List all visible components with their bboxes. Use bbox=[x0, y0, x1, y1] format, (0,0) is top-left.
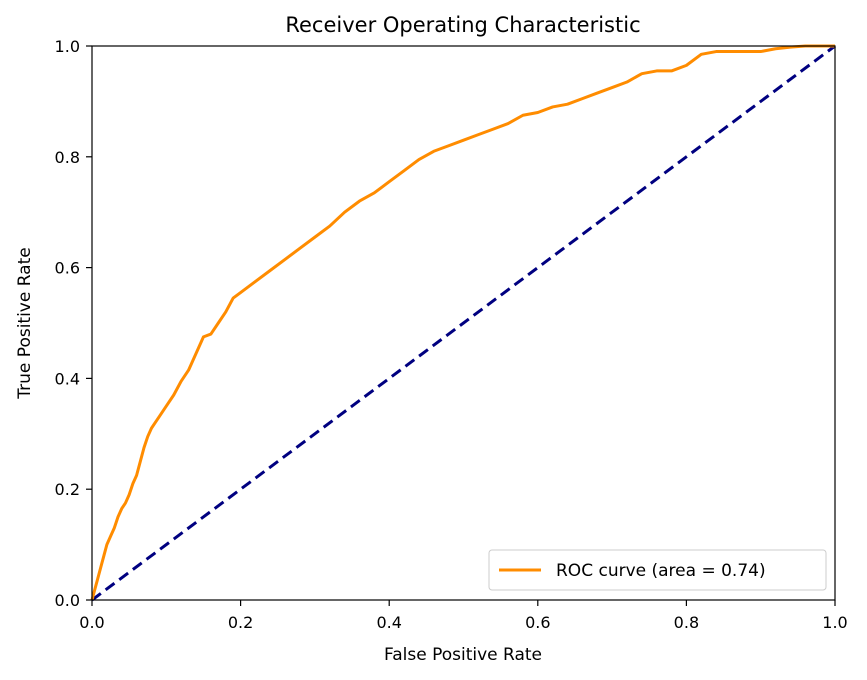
x-tick-label: 1.0 bbox=[822, 613, 847, 632]
legend-label: ROC curve (area = 0.74) bbox=[556, 561, 766, 581]
ticks-layer: 0.0 0.2 0.4 0.6 0.8 1.0 0.0 0.2 0.4 0.6 0.8 1.0 bbox=[55, 37, 848, 632]
x-tick-label: 0.6 bbox=[525, 613, 550, 632]
y-tick-label: 0.6 bbox=[55, 259, 80, 278]
y-tick-label: 0.8 bbox=[55, 148, 80, 167]
x-tick-label: 0.2 bbox=[228, 613, 253, 632]
x-tick-label: 0.8 bbox=[674, 613, 699, 632]
y-tick-label: 0.0 bbox=[55, 591, 80, 610]
y-axis-label: True Positive Rate bbox=[15, 247, 35, 399]
x-axis-label: False Positive Rate bbox=[384, 645, 542, 665]
y-tick-label: 1.0 bbox=[55, 37, 80, 56]
legend-box bbox=[488, 549, 827, 591]
x-tick-label: 0.0 bbox=[79, 613, 104, 632]
x-tick-label: 0.4 bbox=[376, 613, 401, 632]
roc-curve-line bbox=[90, 44, 835, 601]
plot-frame bbox=[91, 45, 836, 601]
chart-title: Receiver Operating Characteristic bbox=[285, 13, 640, 37]
y-tick-label: 0.2 bbox=[55, 480, 80, 499]
y-tick-label: 0.4 bbox=[55, 369, 80, 388]
chance-diagonal-line bbox=[91, 44, 836, 602]
series-layer bbox=[90, 44, 836, 602]
legend: ROC curve (area = 0.74) bbox=[488, 549, 827, 591]
